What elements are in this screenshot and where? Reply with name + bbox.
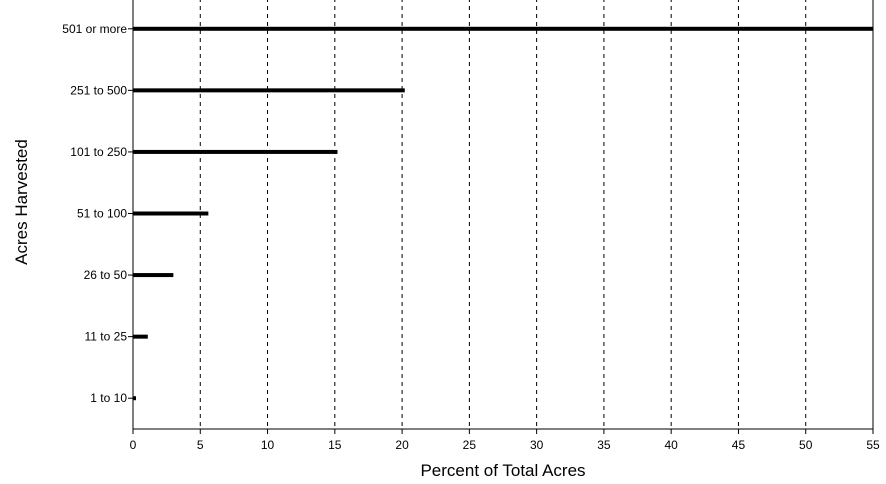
y-tick-labels: 501 or more 251 to 500 101 to 250 51 to 100… [62, 22, 133, 405]
x-tick-label-45: 45 [732, 438, 746, 452]
bar-26-to-50 [133, 273, 174, 278]
bar-501-or-more [133, 26, 873, 31]
y-tick-label-251-to-500: 251 to 500 [70, 83, 127, 97]
x-tick-label-50: 50 [799, 438, 813, 452]
y-tick-label-101-to-250: 101 to 250 [70, 145, 127, 159]
x-tick-label-35: 35 [597, 438, 611, 452]
bar-1-to-10 [133, 396, 136, 401]
x-tick-label-20: 20 [395, 438, 409, 452]
x-tick-labels: 0 5 10 15 20 25 30 35 40 45 50 55 [130, 429, 880, 452]
bars [133, 26, 873, 401]
x-tick-label-25: 25 [463, 438, 477, 452]
y-tick-label-11-to-25: 11 to 25 [85, 330, 128, 344]
y-axis-title: Acres Harvested [12, 139, 31, 265]
bar-51-to-100 [133, 211, 209, 216]
y-tick-label-1-to-10: 1 to 10 [90, 391, 127, 405]
x-tick-label-40: 40 [665, 438, 679, 452]
bar-101-to-250 [133, 149, 338, 154]
bar-251-to-500 [133, 88, 405, 93]
x-tick-label-15: 15 [328, 438, 342, 452]
x-tick-label-5: 5 [197, 438, 204, 452]
y-tick-label-501-or-more: 501 or more [62, 22, 127, 36]
x-tick-label-55: 55 [866, 438, 880, 452]
bar-11-to-25 [133, 334, 148, 339]
x-tick-label-30: 30 [530, 438, 544, 452]
x-axis-title: Percent of Total Acres [420, 461, 585, 480]
x-tick-label-0: 0 [130, 438, 137, 452]
grid-lines [199, 0, 807, 429]
y-tick-label-26-to-50: 26 to 50 [84, 268, 128, 282]
x-tick-label-10: 10 [261, 438, 275, 452]
y-tick-label-51-to-100: 51 to 100 [77, 207, 127, 221]
plot-frame [132, 0, 874, 430]
